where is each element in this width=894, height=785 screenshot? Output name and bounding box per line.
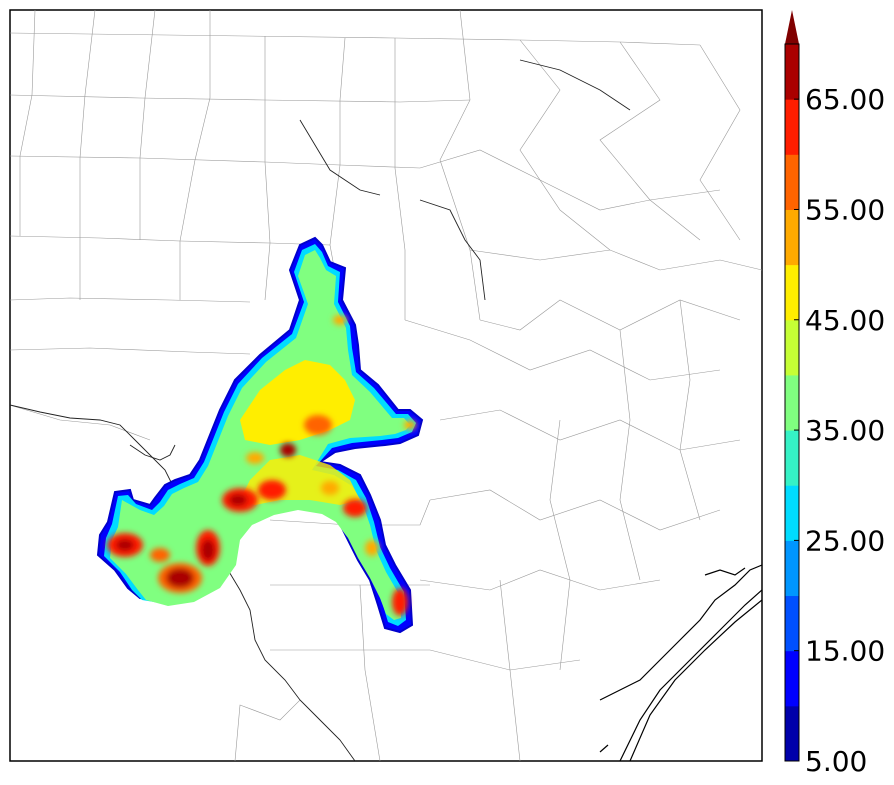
colorbar-ticks: 5.00 15.00 25.00 35.00 45.00 55.00 65.00 (794, 83, 885, 778)
colorbar-bin (785, 595, 799, 652)
colorbar-bin (785, 650, 799, 707)
colorbar-bins (785, 44, 799, 762)
colorbar-tick-label: 45.00 (805, 304, 885, 337)
colorbar-bin (785, 44, 799, 100)
colorbar-tick-label: 25.00 (805, 524, 885, 557)
colorbar-bin (785, 485, 799, 541)
colorbar-tick-label: 15.00 (805, 635, 885, 668)
echo-core-cells (107, 315, 416, 616)
colorbar-frame (784, 43, 800, 762)
colorbar-tick-label: 55.00 (805, 193, 885, 226)
map-frame (9, 9, 763, 762)
colorbar-bin (785, 99, 799, 155)
colorbar-tick-label: 5.00 (805, 745, 867, 778)
county-boundaries (10, 10, 762, 761)
colorbar-bin (785, 374, 799, 431)
reflectivity-field (96, 236, 424, 634)
colorbar-bin (785, 540, 799, 597)
colorbar-tick-label: 35.00 (805, 414, 885, 447)
colorbar-bin (785, 705, 799, 762)
colorbar-bin (785, 319, 799, 376)
colorbar-bin (785, 209, 799, 266)
colorbar-tick-label: 65.00 (805, 83, 885, 116)
colorbar-bin (785, 430, 799, 486)
colorbar-bin (785, 154, 799, 210)
coastline (599, 564, 762, 761)
colorbar-extend-triangle (785, 10, 799, 44)
colorbar-bin (785, 264, 799, 321)
